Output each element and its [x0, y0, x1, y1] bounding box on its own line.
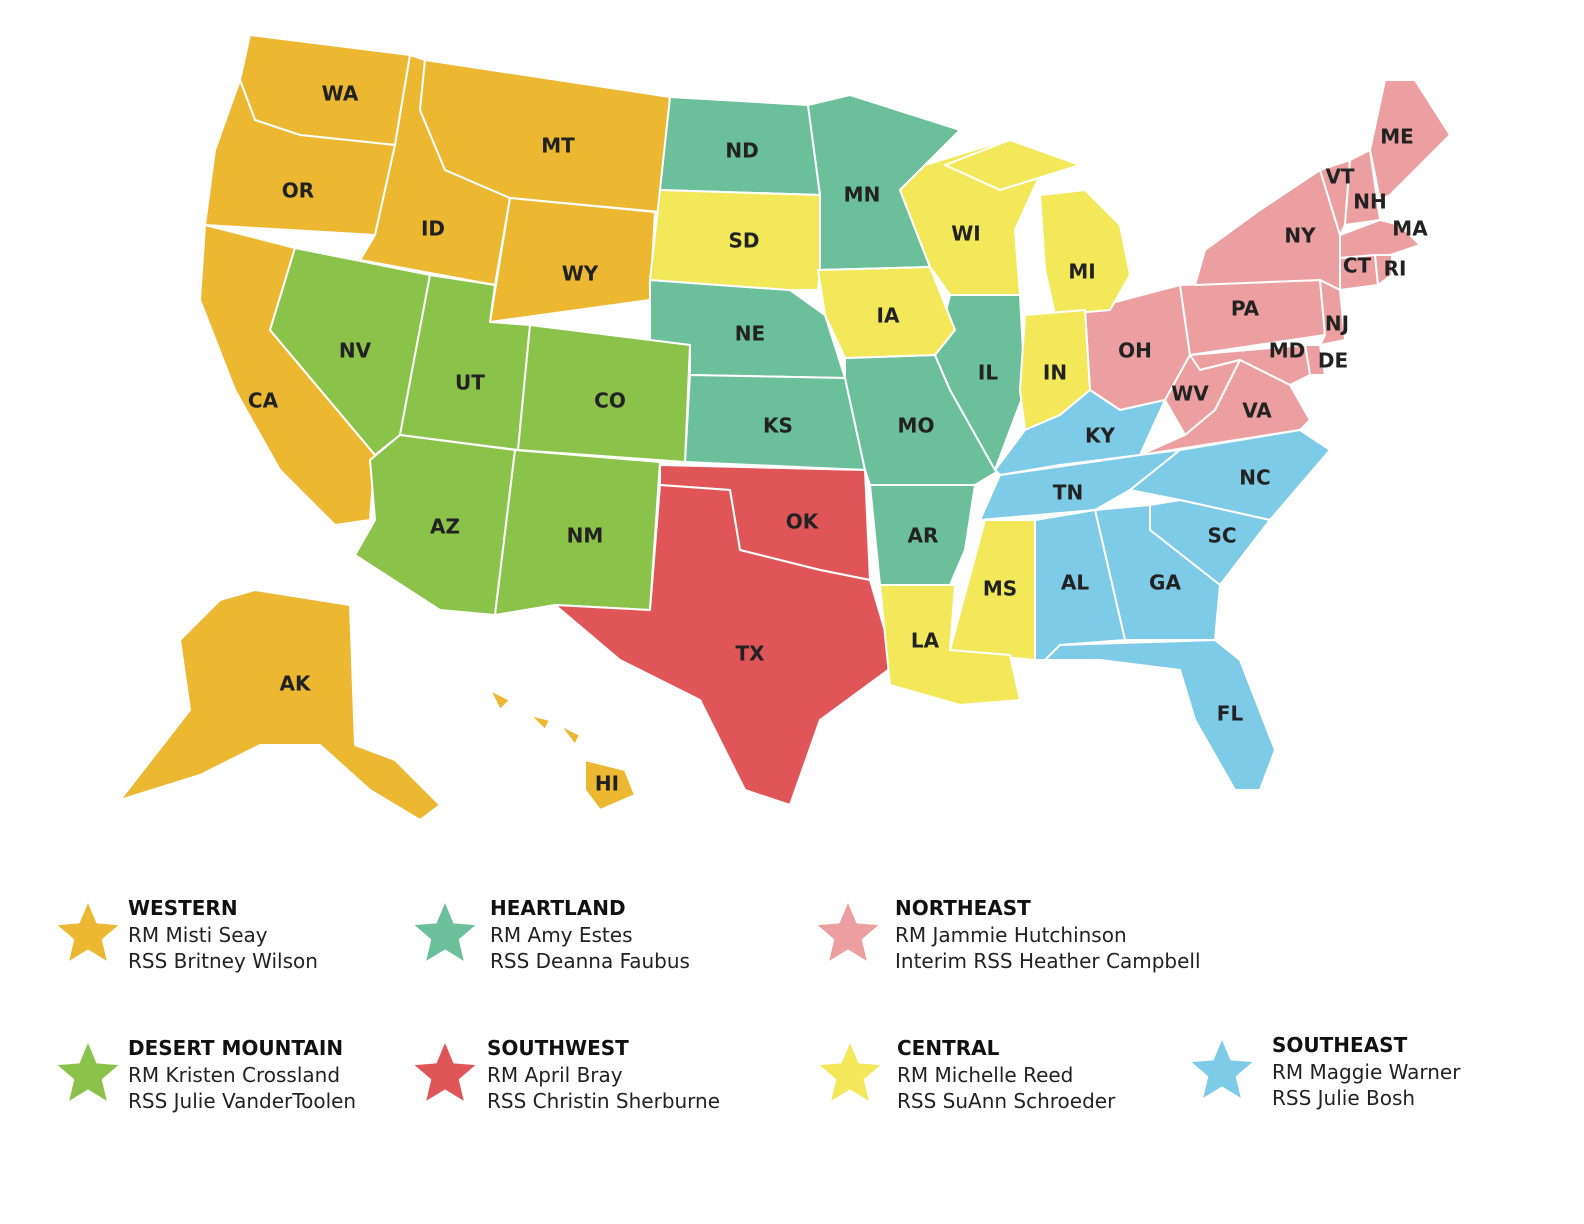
state-shape: [879, 584, 1021, 706]
state-label: AK: [280, 672, 312, 696]
legend-title: SOUTHWEST: [487, 1036, 629, 1060]
legend-star: [1191, 1040, 1253, 1098]
state-label: TX: [735, 642, 765, 666]
state-label: CA: [248, 389, 279, 413]
legend-star: [57, 903, 119, 961]
legend-rss: RSS Deanna Faubus: [490, 949, 690, 973]
state-label: CT: [1343, 254, 1372, 278]
legend-star: [817, 903, 879, 961]
state-label: HI: [595, 772, 619, 796]
states: [119, 34, 1451, 821]
legend-rm: RM Amy Estes: [490, 923, 633, 947]
legend-title: HEARTLAND: [490, 896, 626, 920]
state-label: VA: [1242, 399, 1272, 423]
state-label: RI: [1384, 257, 1407, 281]
state-label: FL: [1217, 702, 1244, 726]
state-label: MT: [541, 134, 575, 158]
state-shape: [489, 689, 636, 811]
state-shape: [554, 484, 896, 806]
state-label: OH: [1118, 339, 1152, 363]
state-label: CO: [594, 389, 626, 413]
state-shape: [517, 324, 691, 463]
state-label: ME: [1380, 125, 1414, 149]
state-label: NE: [735, 322, 765, 346]
state-label: IN: [1043, 361, 1067, 385]
legend-star: [414, 1043, 476, 1101]
state-shape: [1319, 279, 1346, 346]
state-label: WI: [951, 222, 981, 246]
legend-star: [414, 903, 476, 961]
state-label: AZ: [430, 515, 460, 539]
state-label: KS: [763, 414, 793, 438]
state-label: TN: [1053, 481, 1083, 505]
state-label: PA: [1231, 297, 1260, 321]
state-shape: [944, 139, 1131, 316]
legend-rm: RM Misti Seay: [128, 923, 268, 947]
legend-title: DESERT MOUNTAIN: [128, 1036, 343, 1060]
legend-title: CENTRAL: [897, 1036, 1000, 1060]
legend-rss: RSS SuAnn Schroeder: [897, 1089, 1116, 1113]
state-shape: [1374, 254, 1393, 286]
state-label: MD: [1269, 339, 1306, 363]
state-label: SD: [728, 229, 759, 253]
state-label: WV: [1171, 382, 1209, 406]
state-label: SC: [1207, 524, 1236, 548]
legend-star: [819, 1043, 881, 1101]
legend-star: [57, 1043, 119, 1101]
state-shape: [649, 189, 821, 291]
legend-rm: RM Kristen Crossland: [128, 1063, 340, 1087]
legend-rm: RM Jammie Hutchinson: [895, 923, 1127, 947]
state-label: KY: [1085, 424, 1115, 448]
legend-rss: RSS Britney Wilson: [128, 949, 318, 973]
state-label: OK: [786, 510, 820, 534]
state-label: OR: [282, 179, 314, 203]
state-label: MA: [1392, 217, 1428, 241]
state-label: MI: [1068, 260, 1095, 284]
state-shape: [1194, 169, 1341, 291]
state-label: NH: [1353, 190, 1386, 214]
state-label: NC: [1239, 466, 1270, 490]
state-label: IL: [978, 361, 998, 385]
state-label: MO: [898, 414, 935, 438]
legend-title: NORTHEAST: [895, 896, 1031, 920]
state-label: NY: [1284, 224, 1316, 248]
state-shape: [1139, 359, 1311, 456]
legend-title: SOUTHEAST: [1272, 1033, 1408, 1057]
state-shape: [1044, 639, 1276, 791]
state-label: NV: [339, 339, 372, 363]
state-label: LA: [911, 629, 940, 653]
state-label: WA: [322, 82, 359, 106]
legend-rss: RSS Julie Bosh: [1272, 1086, 1415, 1110]
state-shape: [869, 484, 976, 586]
state-label: WY: [562, 262, 599, 286]
legend-rss: RSS Julie VanderToolen: [128, 1089, 356, 1113]
state-label: AR: [908, 524, 939, 548]
state-shape: [1369, 79, 1451, 201]
state-labels: WA OR CA ID MT WY AK HI ND NE KS MN MO IL AR OH PA NY VTNH…: [248, 82, 1428, 796]
state-label: ND: [725, 139, 758, 163]
state-label: MN: [844, 183, 881, 207]
state-label: DE: [1318, 349, 1348, 373]
state-label: UT: [455, 371, 485, 395]
state-label: AL: [1061, 571, 1089, 595]
state-label: IA: [877, 304, 900, 328]
state-label: NM: [567, 524, 604, 548]
state-label: VT: [1325, 165, 1354, 189]
legend-rss: Interim RSS Heather Campbell: [895, 949, 1201, 973]
legend-rss: RSS Christin Sherburne: [487, 1089, 720, 1113]
state-label: MS: [983, 577, 1017, 601]
legend-rm: RM Maggie Warner: [1272, 1060, 1461, 1084]
state-label: GA: [1149, 571, 1181, 595]
state-shape: [119, 589, 441, 821]
legend-title: WESTERN: [128, 896, 238, 920]
state-label: ID: [421, 217, 445, 241]
state-shape: [489, 197, 656, 323]
legend-rm: RM Michelle Reed: [897, 1063, 1073, 1087]
state-label: NJ: [1325, 312, 1349, 336]
legend-rm: RM April Bray: [487, 1063, 623, 1087]
